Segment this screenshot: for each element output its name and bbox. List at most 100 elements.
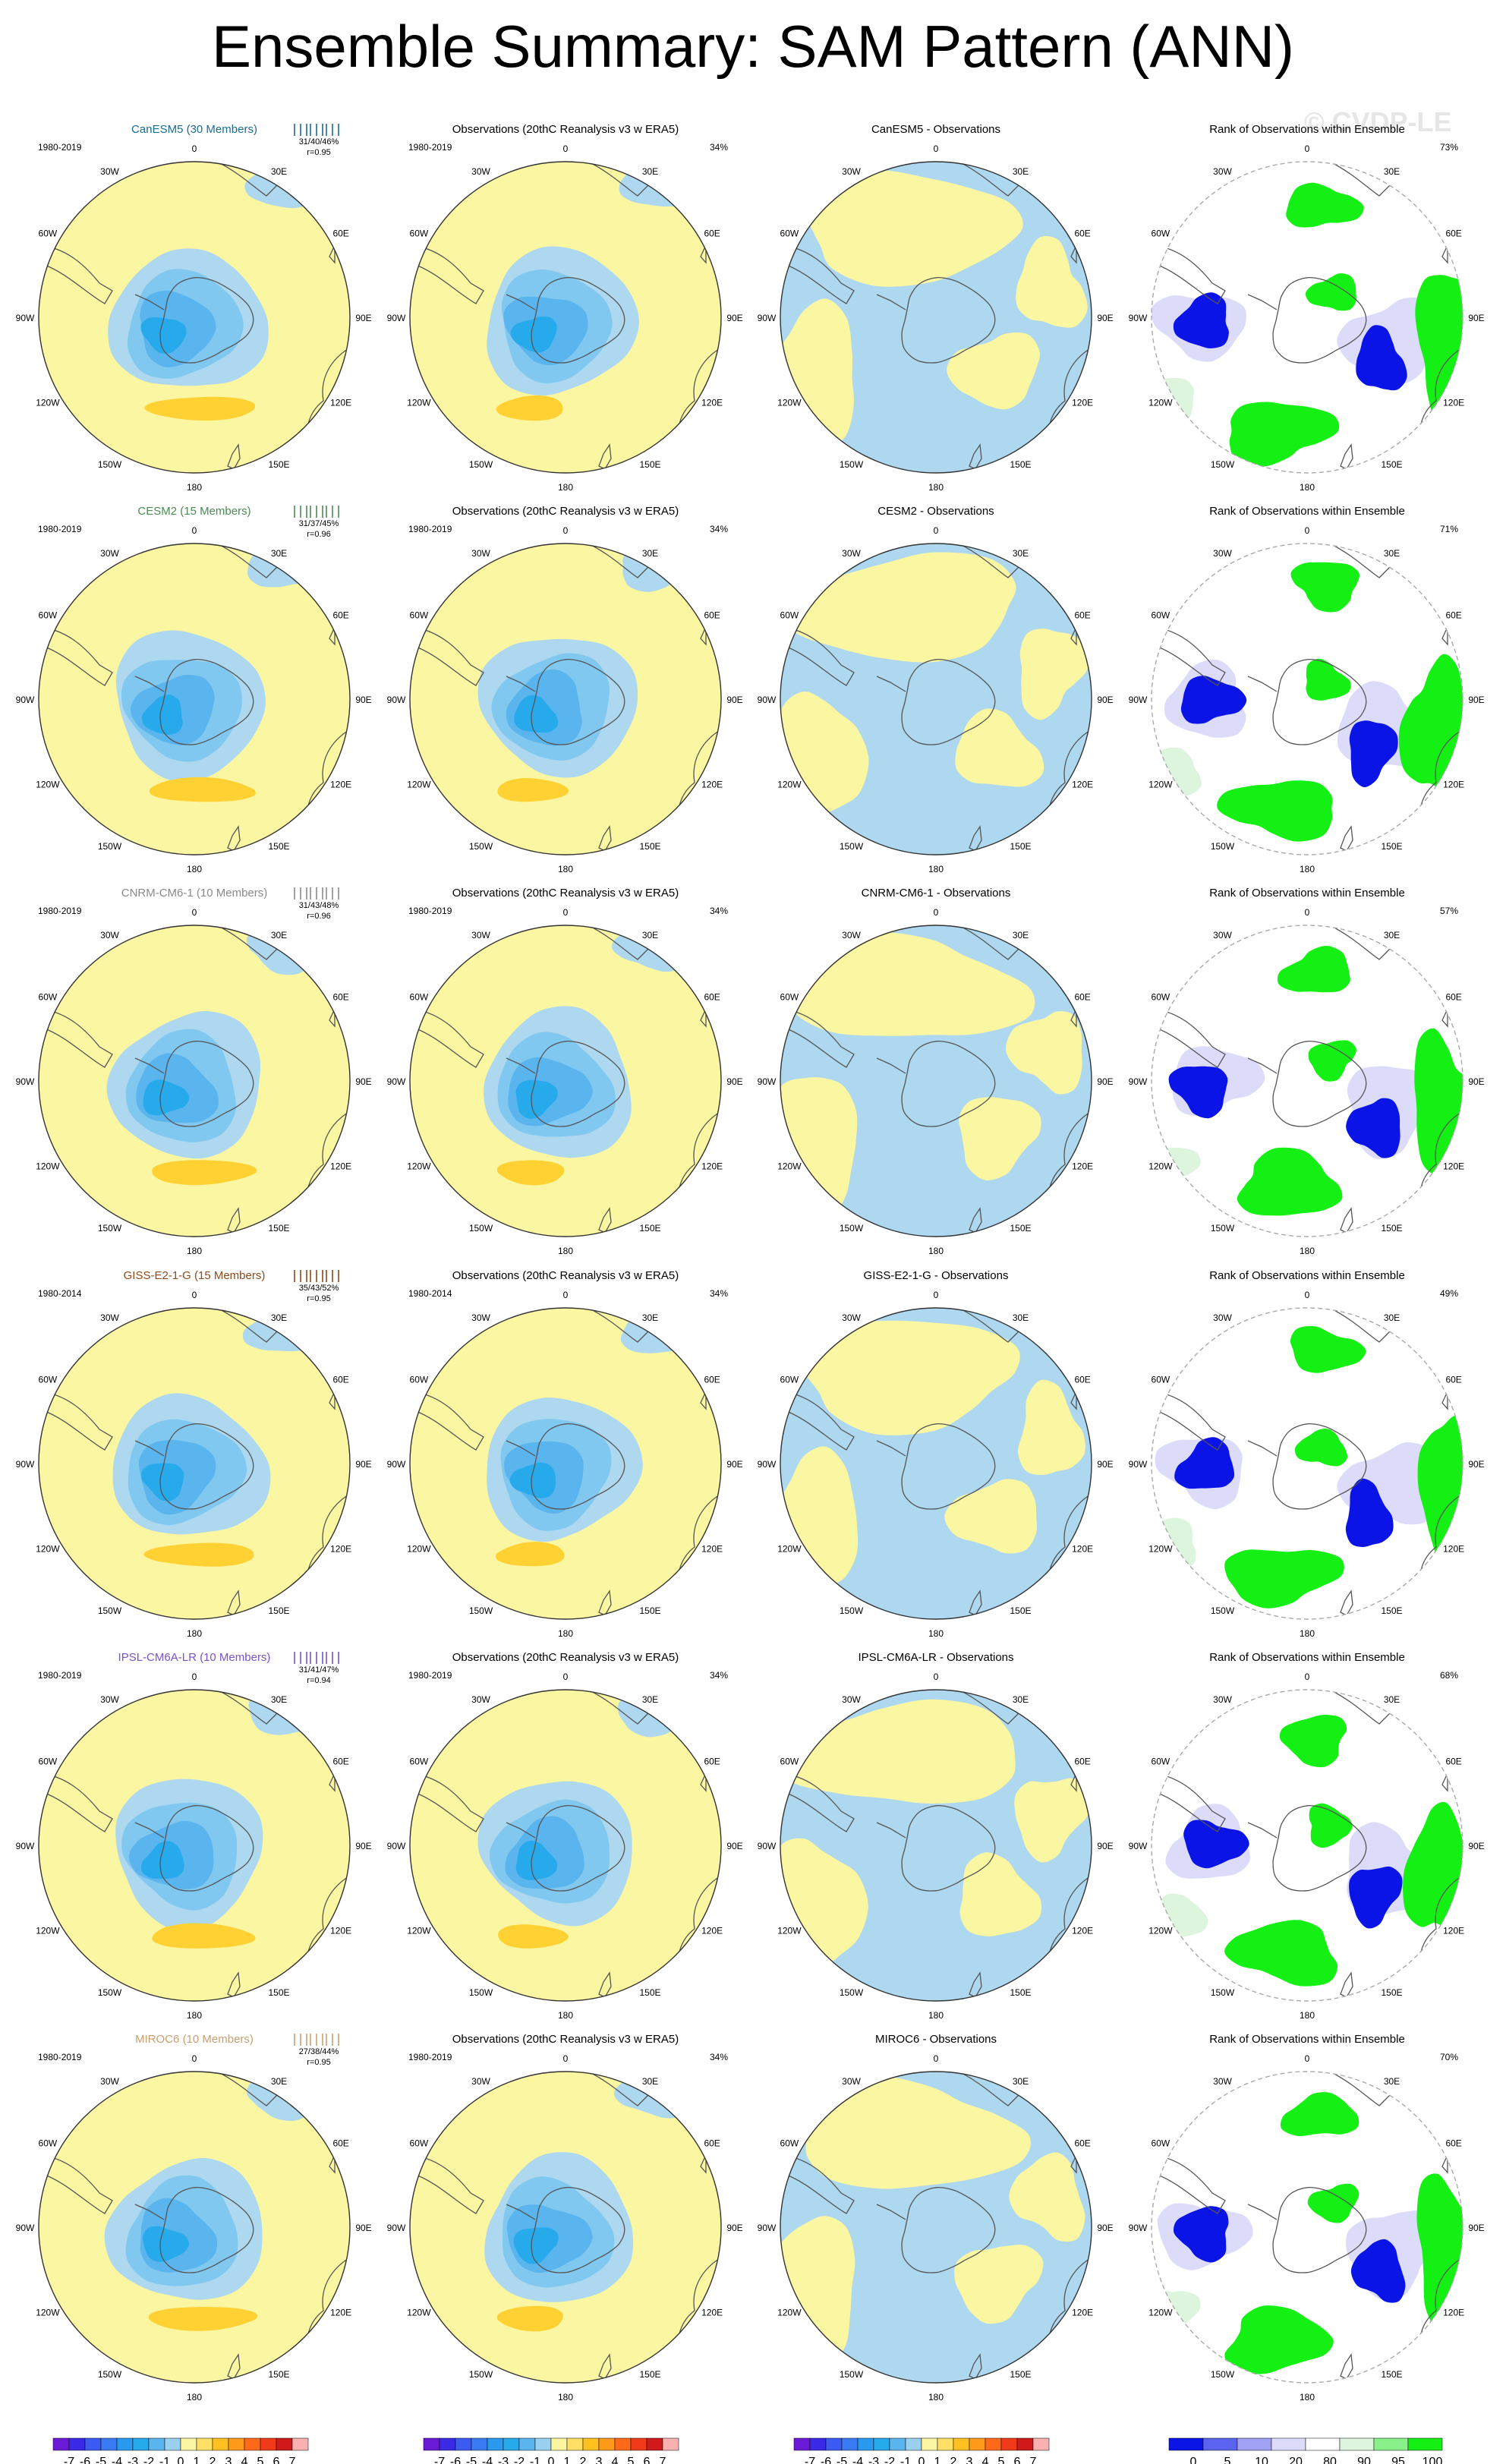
- colorbar-swatch: [1202, 2437, 1238, 2451]
- map-panel: 0 30E 60E 90E 120E 150E 180 150W 120W 90W 60W 30W Ra…: [1129, 887, 1485, 1256]
- longitude-label: 60E: [704, 1375, 720, 1385]
- colorbar-tick: 4: [241, 2456, 248, 2464]
- pattern-correlation: r=0.96: [307, 912, 331, 921]
- positive-lobe: [152, 1923, 256, 1949]
- map-boundary: [38, 161, 351, 474]
- longitude-label: 120W: [36, 1926, 60, 1936]
- coastline: [780, 1772, 855, 1832]
- longitude-label: 0: [934, 143, 939, 154]
- longitude-label: 30E: [271, 548, 287, 559]
- longitude-label: 60W: [780, 1375, 799, 1385]
- longitude-label: 30W: [100, 166, 119, 177]
- longitude-label: 180: [187, 2392, 202, 2403]
- longitude-label: 180: [928, 864, 944, 874]
- map-panel: 0 30E 60E 90E 120E 150E 180 150W 120W 90W 60W 30W Ob…: [387, 1269, 743, 1639]
- coastline: [531, 2186, 625, 2273]
- coastline: [700, 2154, 707, 2174]
- rank-background: [1152, 162, 1463, 473]
- longitude-label: 180: [1300, 482, 1315, 493]
- coastline: [134, 1440, 165, 1457]
- analysis-period: 1980-2019: [408, 524, 452, 534]
- longitude-label: 120E: [701, 398, 723, 408]
- longitude-label: 90W: [1129, 1076, 1148, 1087]
- longitude-label: 90W: [1129, 1459, 1148, 1470]
- coastline: [780, 244, 855, 304]
- longitude-label: 90W: [16, 1459, 35, 1470]
- longitude-label: 180: [928, 482, 944, 493]
- colorbar-tick: 100: [1423, 2456, 1443, 2464]
- coastline: [506, 676, 536, 692]
- longitude-label: 30E: [642, 1312, 658, 1323]
- longitude-label: 0: [563, 1290, 569, 1300]
- colorbar-tick: 10: [1255, 2456, 1268, 2464]
- longitude-label: 150E: [639, 841, 660, 852]
- longitude-label: 30W: [1213, 930, 1232, 941]
- longitude-label: 30E: [271, 166, 287, 177]
- longitude-label: 150W: [98, 459, 122, 470]
- colorbar-swatch: [566, 2437, 584, 2451]
- rank-title: Rank of Observations within Ensemble: [1209, 1651, 1405, 1664]
- map-field: [39, 2072, 350, 2383]
- longitude-label: 120E: [701, 1544, 723, 1555]
- colorbar-tick: -2: [514, 2456, 525, 2464]
- longitude-label: 60W: [1152, 228, 1170, 239]
- rank-patch: [1356, 325, 1407, 391]
- variance-stats: 31/40/46%: [299, 137, 339, 147]
- longitude-label: 120E: [1443, 398, 1464, 408]
- longitude-label: 90W: [758, 1076, 777, 1087]
- rank-patch: [1305, 273, 1356, 311]
- longitude-label: 120W: [1148, 398, 1173, 408]
- negative-core: [515, 1840, 558, 1880]
- map-field: [1152, 544, 1463, 855]
- rank-background: [1152, 1308, 1463, 1619]
- longitude-label: 90W: [1129, 313, 1148, 323]
- colorbar-swatch: [164, 2437, 181, 2451]
- longitude-label: 90E: [355, 313, 371, 323]
- longitude-label: 120E: [1072, 1544, 1093, 1555]
- difference-title: GISS-E2-1-G - Observations: [864, 1269, 1009, 1282]
- colorbar-swatch: [84, 2437, 102, 2451]
- positive-lobe: [144, 396, 256, 421]
- map-boundary: [1151, 543, 1463, 855]
- coastline: [1441, 626, 1448, 646]
- longitude-label: 0: [563, 525, 569, 536]
- obs-title: Observations (20thC Reanalysis v3 w ERA5…: [452, 887, 679, 900]
- rank-patch: [1224, 1549, 1344, 1609]
- longitude-label: 180: [187, 2010, 202, 2021]
- colorbar-obs: -7-6-5-4-3-2-101234567hPa: [423, 2437, 679, 2464]
- map-panel: 0 30E 60E 90E 120E 150E 180 150W 120W 90W 60W 30W GI…: [16, 1269, 372, 1639]
- coastline: [1152, 1008, 1226, 1068]
- longitude-label: 60E: [332, 992, 348, 1003]
- longitude-label: 30W: [100, 1694, 119, 1705]
- colorbar-tick: 3: [225, 2456, 232, 2464]
- coastline: [39, 244, 113, 304]
- coastline: [1247, 2204, 1278, 2220]
- longitude-label: 60E: [332, 1757, 348, 1767]
- colorbar-swatch: [630, 2437, 647, 2451]
- colorbar-swatch: [1168, 2437, 1204, 2451]
- obs-title: Observations (20thC Reanalysis v3 w ERA5…: [452, 2033, 679, 2046]
- colorbar-swatch: [276, 2437, 293, 2451]
- longitude-label: 150W: [469, 1223, 493, 1234]
- map-boundary: [780, 1307, 1092, 1620]
- coastline: [780, 626, 855, 686]
- variance-stats: 31/41/47%: [299, 1665, 339, 1675]
- coastline: [531, 276, 625, 364]
- longitude-label: 120W: [1148, 2308, 1173, 2318]
- colorbar-tick: 0: [548, 2456, 555, 2464]
- rank-patch: [1398, 654, 1463, 791]
- longitude-label: 90E: [726, 1076, 742, 1087]
- colorbar-tick: -4: [482, 2456, 493, 2464]
- map-panel: 0 30E 60E 90E 120E 150E 180 150W 120W 90W 60W 30W Ra…: [1129, 1269, 1485, 1639]
- colorbar-tick: 80: [1323, 2456, 1337, 2464]
- colorbar-tick: 6: [273, 2456, 280, 2464]
- colorbar-swatch: [180, 2437, 197, 2451]
- longitude-label: 90E: [355, 695, 371, 705]
- longitude-label: 150W: [469, 1605, 493, 1616]
- longitude-label: 60E: [1445, 2138, 1461, 2149]
- longitude-label: 30E: [1013, 1312, 1029, 1323]
- variance-stats: 35/43/52%: [299, 1284, 339, 1293]
- rank-title: Rank of Observations within Ensemble: [1209, 2033, 1405, 2046]
- map-boundary: [1151, 925, 1463, 1237]
- coastline: [1152, 626, 1226, 686]
